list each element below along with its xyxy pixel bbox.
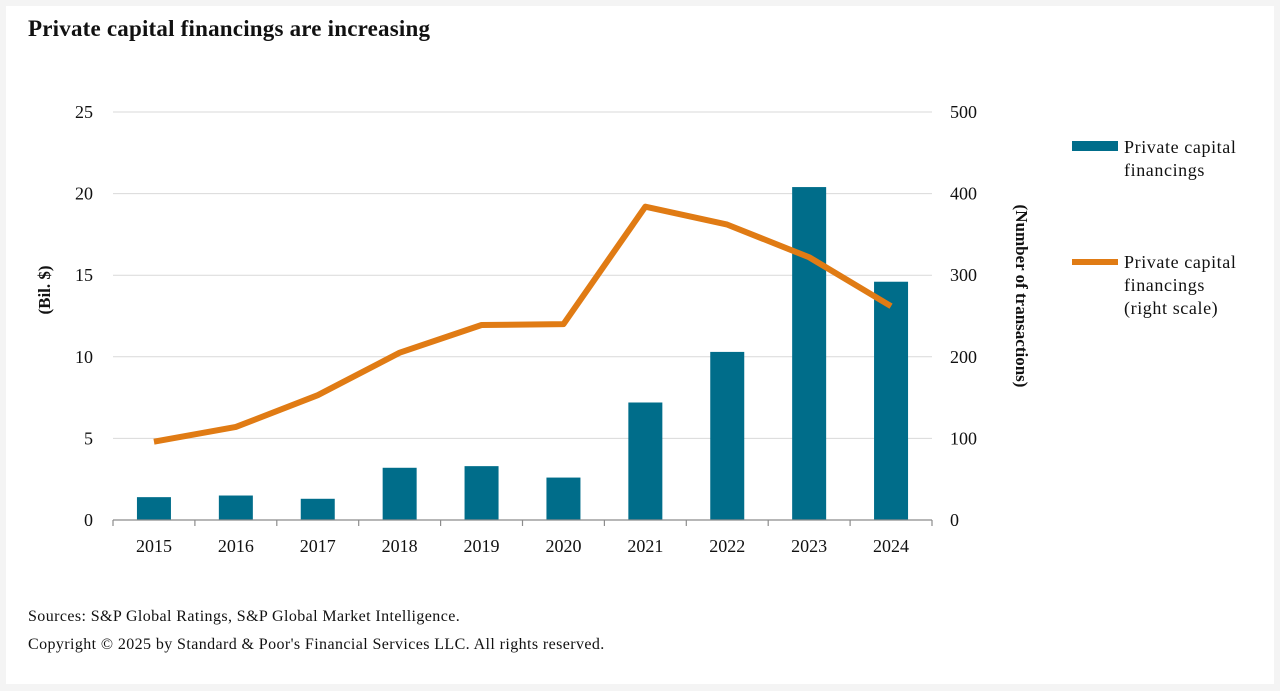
legend-bar-swatch [1072, 141, 1118, 151]
legend-label-line: (right scale) [1124, 298, 1218, 319]
bar [710, 351, 745, 520]
y2-tick-label: 500 [950, 102, 977, 122]
tick-labels: 0 0 5 100 10 200 15 300 20 400 25 500 2015 2016 2017 20… [35, 102, 1031, 556]
chart-card [6, 6, 1274, 684]
x-tick-label: 2020 [545, 536, 581, 556]
legend: Private capital financings Private capital… [1072, 137, 1236, 319]
y-tick-label: 20 [75, 184, 93, 204]
x-tick-label: 2024 [873, 536, 909, 556]
bar [874, 281, 909, 520]
x-tick-label: 2016 [218, 536, 254, 556]
y2-tick-label: 100 [950, 428, 977, 448]
y-tick-label: 25 [75, 102, 93, 122]
legend-label-bar: Private capital [1124, 137, 1236, 157]
y-tick-label: 10 [75, 347, 93, 367]
x-tick-label: 2018 [382, 536, 418, 556]
copyright-note: Copyright © 2025 by Standard & Poor's Fi… [28, 636, 605, 653]
y-tick-label: 15 [75, 265, 93, 285]
x-tick-label: 2017 [300, 536, 336, 556]
bar [218, 495, 253, 520]
bar [300, 498, 335, 520]
bar [382, 467, 417, 520]
y2-tick-label: 300 [950, 265, 977, 285]
y-tick-label: 0 [84, 510, 93, 530]
x-tick-label: 2023 [791, 536, 827, 556]
y-axis-title: (Bil. $) [35, 265, 54, 314]
axes [112, 519, 933, 526]
y2-tick-label: 0 [950, 510, 959, 530]
x-tick-label: 2022 [709, 536, 745, 556]
bar [136, 497, 171, 520]
bar [546, 477, 581, 520]
sources-note: Sources: S&P Global Ratings, S&P Global … [28, 608, 461, 625]
chart-title: Private capital financings are increasin… [28, 16, 431, 41]
legend-label-bar: financings [1124, 160, 1205, 180]
bar [792, 187, 827, 520]
legend-label-line: Private capital [1124, 252, 1236, 272]
legend-label-line: financings [1124, 275, 1205, 295]
bar-series [136, 187, 909, 520]
x-tick-label: 2019 [464, 536, 500, 556]
x-tick-label: 2021 [627, 536, 663, 556]
bar [628, 402, 663, 520]
series-line [153, 203, 893, 445]
y2-tick-label: 200 [950, 347, 977, 367]
x-tick-label: 2015 [136, 536, 172, 556]
y2-axis-title: (Number of transactions) [1012, 205, 1031, 388]
y2-tick-label: 400 [950, 184, 977, 204]
bar [464, 466, 499, 520]
y-tick-label: 5 [84, 428, 93, 448]
line-series [153, 203, 893, 445]
